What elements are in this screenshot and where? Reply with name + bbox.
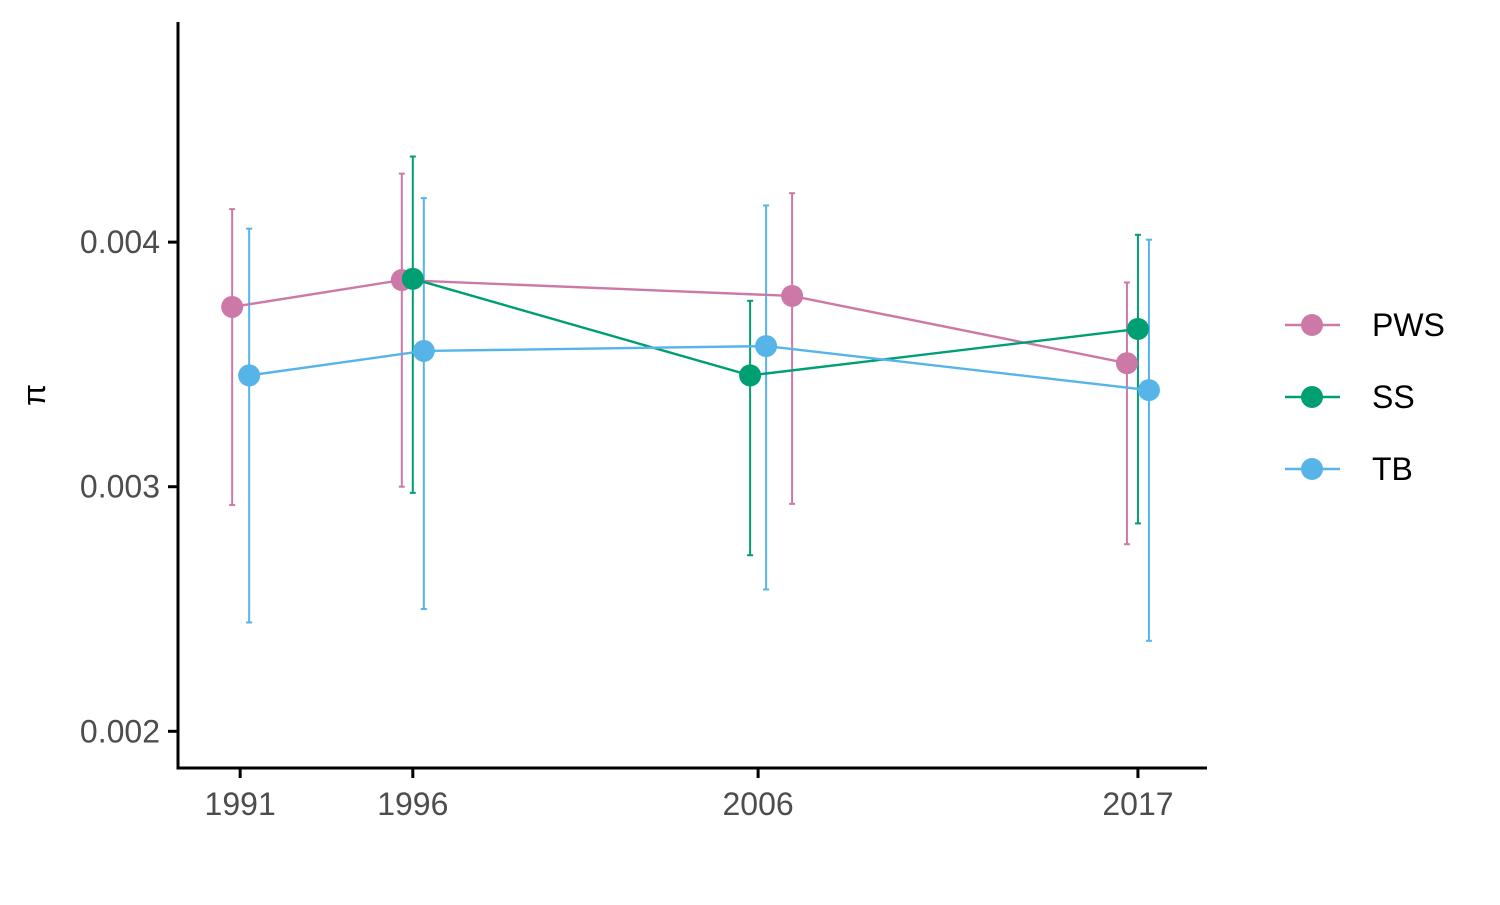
legend-item-pws: PWS	[1285, 307, 1445, 343]
error-bar-ss-2006	[747, 299, 754, 557]
legend-label: PWS	[1372, 307, 1445, 343]
point-ss-2006	[739, 364, 762, 387]
error-bar-pws-2017	[1123, 281, 1130, 546]
point-tb-2017	[1137, 379, 1160, 402]
legend-key-point	[1301, 386, 1323, 408]
point-tb-2006	[755, 335, 778, 358]
error-bar-tb-1996	[420, 197, 427, 611]
point-pws-2006	[781, 284, 804, 307]
x-tick-label: 2006	[723, 786, 794, 822]
legend-item-ss: SS	[1285, 379, 1415, 415]
points-layer	[221, 267, 1160, 402]
point-ss-1996	[401, 267, 424, 290]
point-ss-2017	[1126, 317, 1149, 340]
axes-layer	[176, 22, 1207, 770]
y-tick-label: 0.003	[80, 469, 160, 505]
legend-label: SS	[1372, 379, 1415, 415]
error-bar-ss-2017	[1134, 233, 1141, 525]
point-tb-1991	[238, 364, 261, 387]
y-tick-label: 0.004	[80, 224, 160, 260]
x-ticks-layer: 1991 1996 2006 2017	[205, 768, 1174, 822]
y-ticks-layer: 0.002 0.003 0.004	[80, 224, 178, 749]
legend-item-tb: TB	[1285, 451, 1413, 487]
legend-key-point	[1301, 458, 1323, 480]
legend-label: TB	[1372, 451, 1413, 487]
error-bar-pws-1996	[398, 172, 405, 488]
error-bar-pws-1991	[229, 208, 236, 507]
series-lines-layer	[231, 277, 1150, 392]
x-tick-label: 2017	[1102, 786, 1173, 822]
y-axis-title: π	[16, 384, 52, 406]
series-line-pws	[231, 278, 1128, 365]
error-bar-tb-1991	[246, 227, 253, 624]
point-tb-1996	[412, 339, 435, 362]
legend: PWS SS TB	[1285, 307, 1445, 487]
error-bars-layer	[229, 155, 1152, 642]
error-bar-ss-1996	[409, 155, 416, 494]
series-line-ss	[412, 277, 1139, 377]
legend-key-point	[1301, 314, 1323, 336]
point-pws-1991	[221, 295, 244, 318]
error-bar-tb-2017	[1145, 238, 1152, 642]
series-line-tb	[248, 344, 1150, 392]
x-tick-label: 1996	[377, 786, 448, 822]
x-tick-label: 1991	[205, 786, 276, 822]
error-bar-tb-2006	[763, 204, 770, 591]
point-pws-2017	[1115, 352, 1138, 375]
y-tick-label: 0.002	[80, 713, 160, 749]
